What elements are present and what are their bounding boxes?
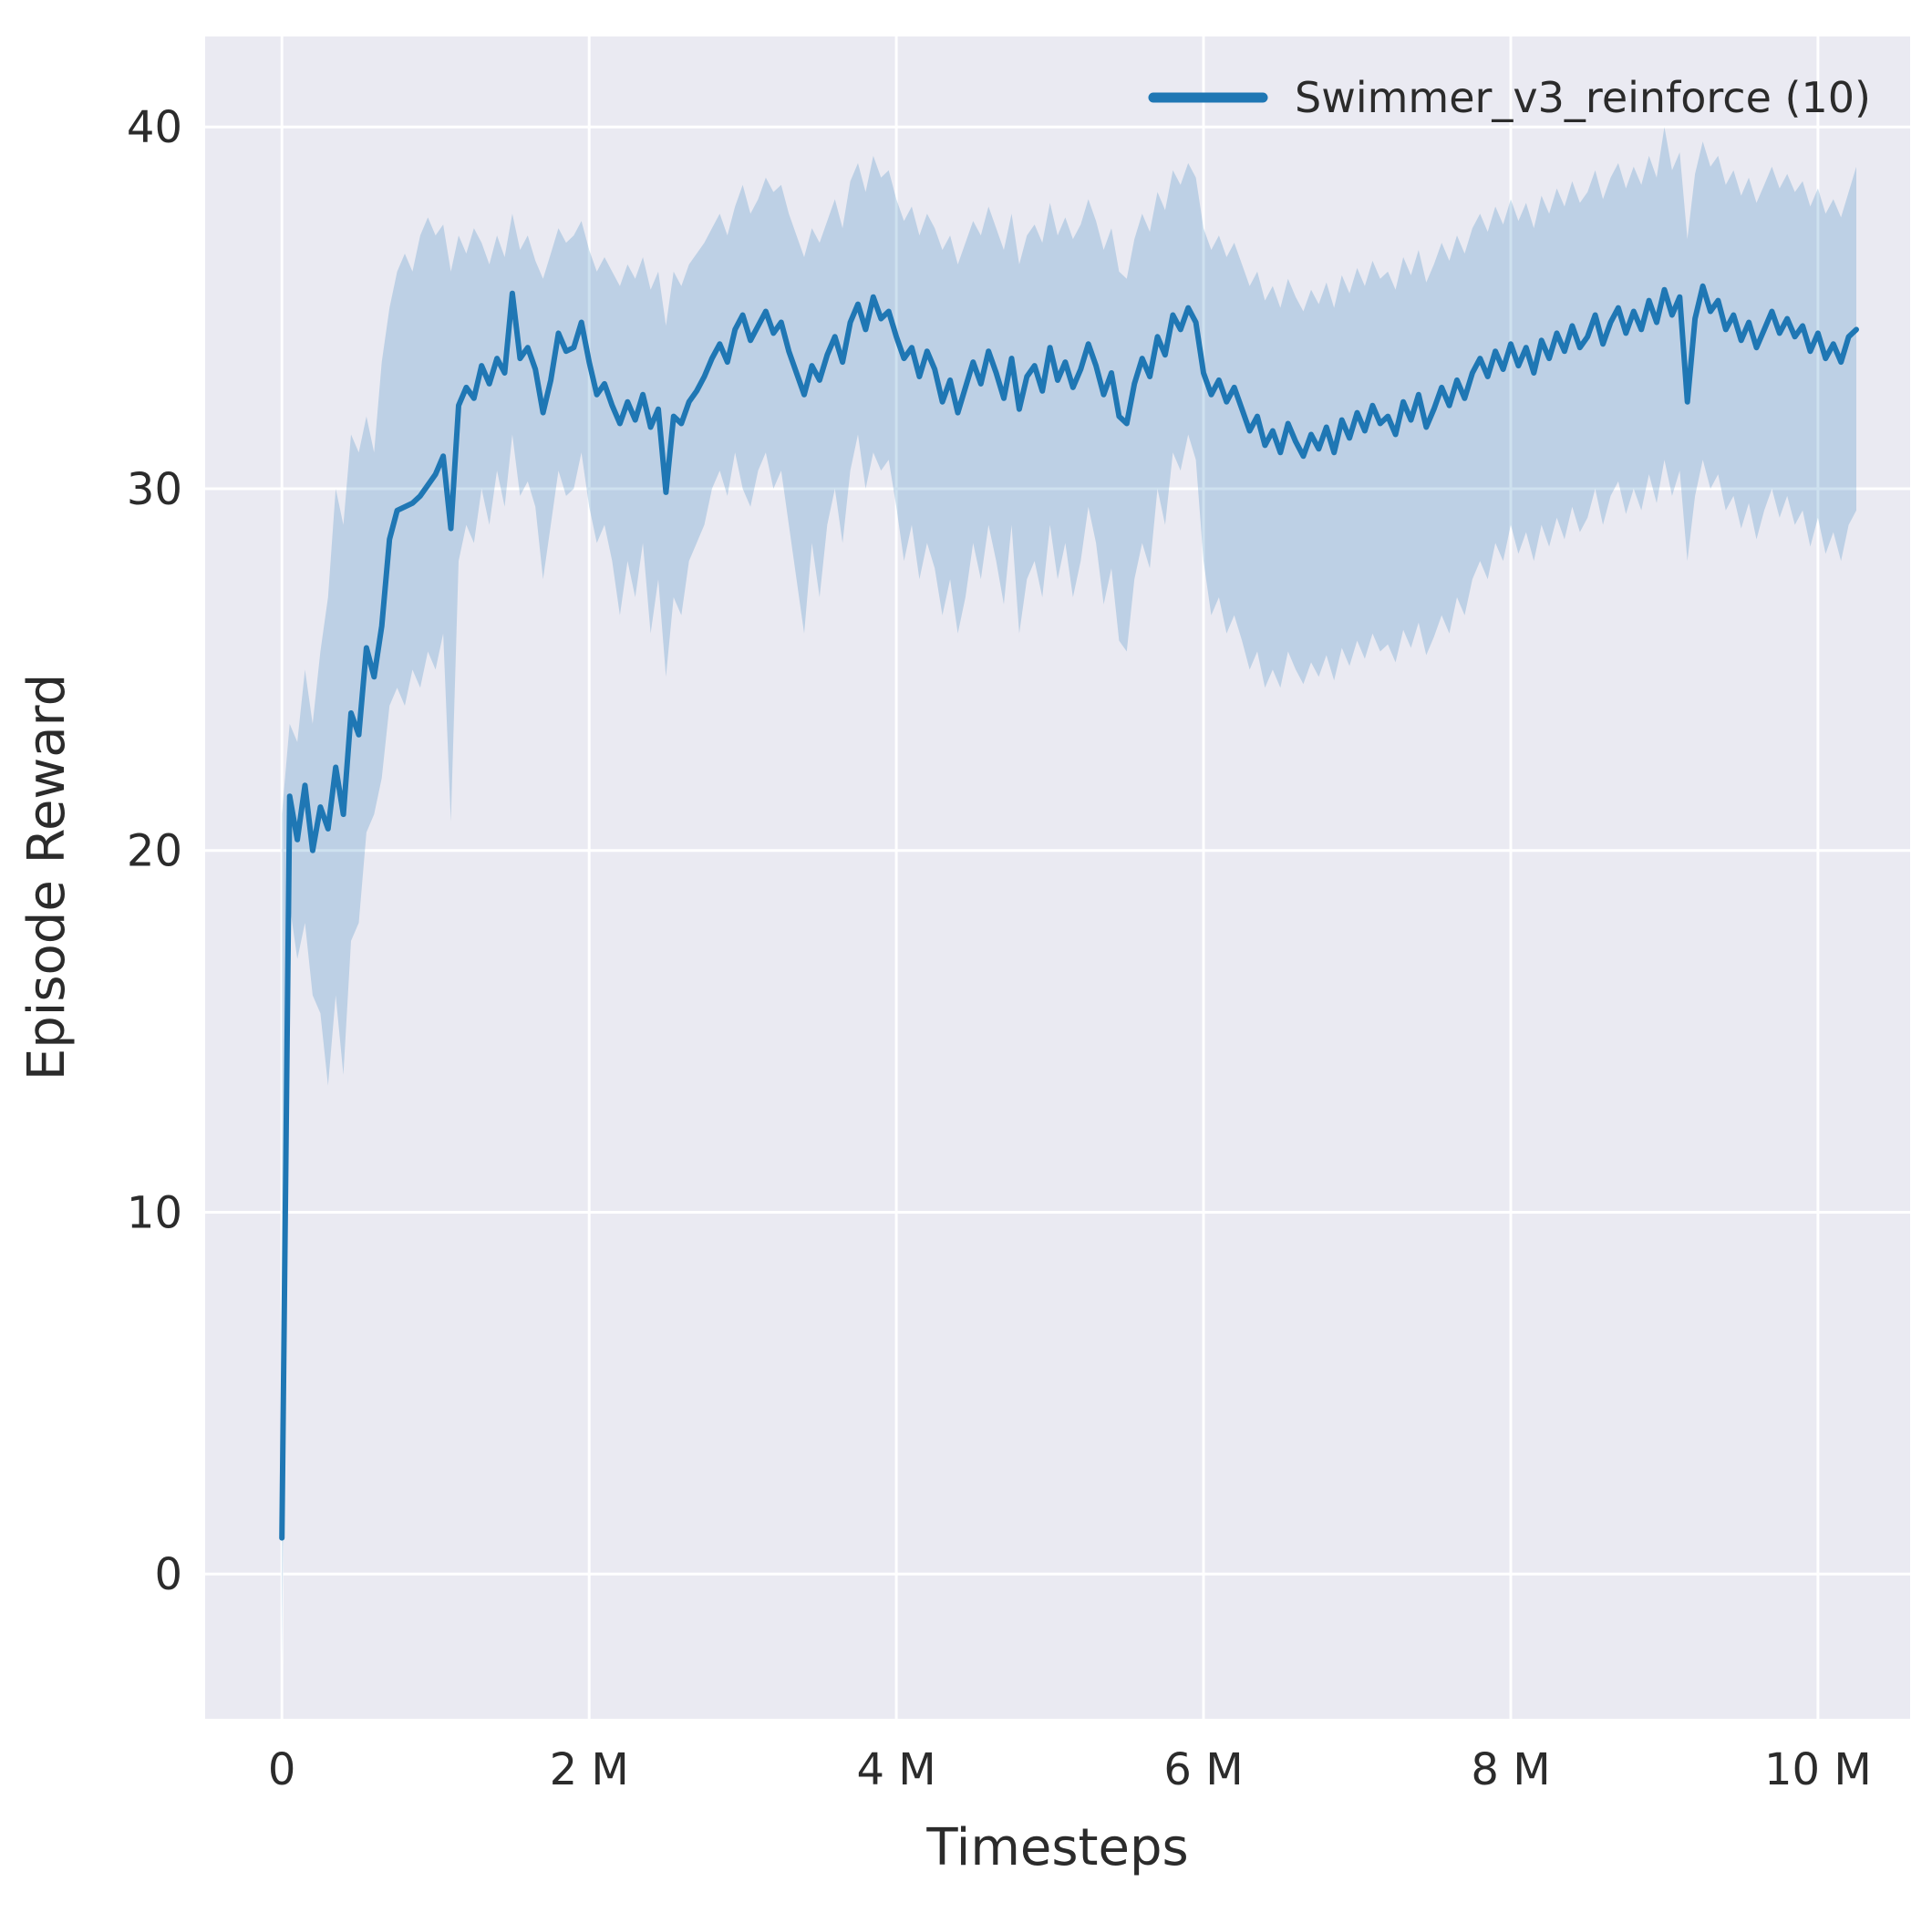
x-tick-label: 4 M	[856, 1744, 935, 1795]
x-tick-label: 10 M	[1764, 1744, 1872, 1795]
legend-label: Swimmer_v3_reinforce (10)	[1295, 73, 1871, 122]
y-tick-label: 20	[127, 826, 182, 877]
x-tick-label: 0	[268, 1744, 296, 1795]
y-tick-label: 30	[127, 464, 182, 515]
mean-line	[279, 283, 1859, 1541]
legend: Swimmer_v3_reinforce (10)	[1148, 73, 1871, 122]
confidence-band	[282, 127, 1857, 1665]
x-tick-label: 6 M	[1163, 1744, 1243, 1795]
y-tick-labels: 0 10 20 30 40	[127, 102, 182, 1600]
x-tick-labels: 0 2 M 4 M 6 M 8 M 10 M	[268, 1744, 1872, 1795]
plot-background	[205, 36, 1910, 1719]
x-tick-label: 8 M	[1471, 1744, 1550, 1795]
gridlines	[205, 36, 1910, 1719]
y-tick-label: 10	[127, 1187, 182, 1238]
y-tick-label: 40	[127, 102, 182, 153]
y-tick-label: 0	[154, 1549, 182, 1600]
y-axis-label: Episode Reward	[17, 674, 77, 1081]
x-tick-label: 2 M	[550, 1744, 629, 1795]
x-axis-label: Timesteps	[925, 1818, 1188, 1877]
